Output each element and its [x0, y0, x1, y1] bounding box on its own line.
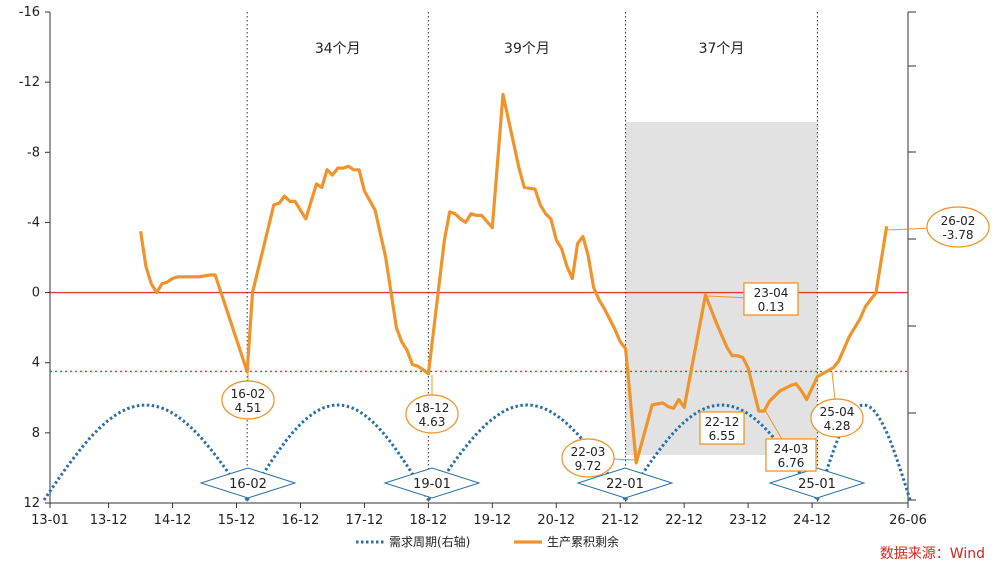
callout-date: 22-12 — [705, 415, 740, 429]
left-tick-label: 8 — [32, 426, 40, 441]
legend-label-surplus: 生产累积剩余 — [547, 534, 619, 549]
callout-value: 4.63 — [419, 415, 446, 429]
callout-date: 22-03 — [571, 445, 606, 459]
source-note: 数据来源：Wind — [880, 546, 985, 562]
period-label: 37个月 — [699, 41, 745, 57]
x-tick-label: 20-12 — [537, 513, 575, 528]
callout-value: 4.28 — [824, 419, 851, 433]
trough-label: 19-01 — [413, 477, 451, 492]
x-tick-label: 21-12 — [601, 513, 639, 528]
callout-date: 18-12 — [415, 401, 450, 415]
left-tick-label: 4 — [32, 356, 40, 371]
left-tick-label: -12 — [19, 75, 40, 90]
left-tick-label: -16 — [19, 5, 40, 20]
callout-value: 6.76 — [778, 456, 805, 470]
trough-label: 22-01 — [606, 477, 644, 492]
x-tick-label: 24-12 — [793, 513, 831, 528]
trough-label: 16-02 — [229, 477, 267, 492]
x-tick-label: 16-12 — [282, 513, 320, 528]
x-tick-label: 15-12 — [218, 513, 256, 528]
left-tick-label: -8 — [27, 145, 40, 160]
x-tick-label: 17-12 — [346, 513, 384, 528]
x-tick-label: 23-12 — [729, 513, 767, 528]
callout-date: 24-03 — [774, 442, 809, 456]
callout-date: 16-02 — [231, 387, 266, 401]
x-tick-label: 13-12 — [90, 513, 128, 528]
left-tick-label: -4 — [27, 215, 40, 230]
trough-label: 25-01 — [798, 477, 836, 492]
callout-date: 23-04 — [754, 286, 789, 300]
callout-date: 26-02 — [941, 214, 976, 228]
callout-value: -3.78 — [942, 228, 973, 242]
x-tick-label: 14-12 — [154, 513, 192, 528]
callout-value: 4.51 — [235, 401, 262, 415]
callout-value: 6.55 — [709, 429, 736, 443]
callout-value: 0.13 — [758, 300, 785, 314]
x-tick-label: 26-06 — [889, 513, 927, 528]
x-tick-label: 13-01 — [31, 513, 69, 528]
left-tick-label: 12 — [23, 496, 40, 511]
left-tick-label: 0 — [32, 286, 40, 301]
period-label: 39个月 — [504, 41, 550, 57]
period-label: 34个月 — [315, 41, 361, 57]
x-tick-label: 19-12 — [473, 513, 511, 528]
x-tick-label: 22-12 — [665, 513, 703, 528]
callout-value: 9.72 — [575, 459, 602, 473]
legend-label-demand: 需求周期(右轴) — [389, 534, 470, 549]
x-tick-label: 18-12 — [409, 513, 447, 528]
callout-date: 25-04 — [820, 405, 855, 419]
